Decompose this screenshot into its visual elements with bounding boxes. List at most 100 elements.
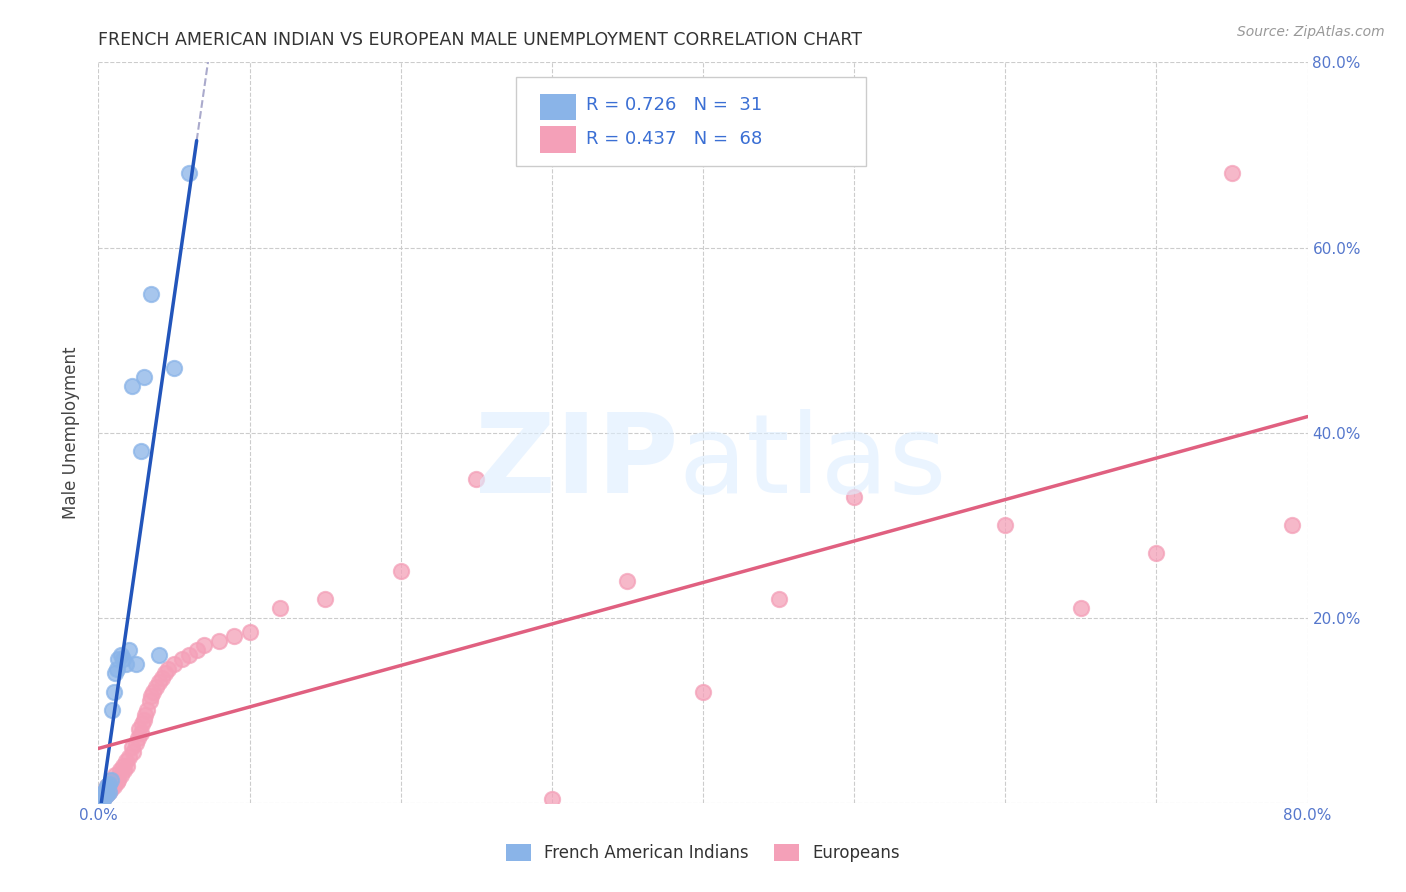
Point (131, 717, 153, 731)
Point (90, 791, 112, 805)
Point (94, 781, 117, 796)
Point (224, 629, 246, 643)
Point (90, 789, 112, 803)
Point (89, 793, 111, 807)
Point (112, 764, 135, 778)
Point (96, 787, 118, 801)
Text: Source: ZipAtlas.com: Source: ZipAtlas.com (1237, 25, 1385, 39)
Point (110, 768, 132, 782)
Point (101, 775, 124, 789)
Point (132, 713, 155, 727)
Point (94, 789, 117, 803)
Point (91, 789, 114, 804)
Point (170, 652, 193, 666)
Point (107, 772, 129, 787)
Point (118, 643, 141, 657)
Point (145, 680, 167, 694)
Point (150, 671, 173, 685)
Point (91, 787, 114, 801)
Point (163, 657, 186, 671)
Point (104, 666, 127, 681)
Text: R = 0.437   N =  68: R = 0.437 N = 68 (586, 129, 762, 148)
Point (148, 675, 170, 690)
Point (125, 736, 148, 750)
Point (100, 772, 122, 787)
Point (129, 444, 152, 458)
Point (107, 652, 129, 666)
Legend: French American Indians, Europeans: French American Indians, Europeans (499, 837, 907, 869)
Text: R = 0.726   N =  31: R = 0.726 N = 31 (586, 95, 762, 113)
Point (141, 286, 163, 301)
Point (108, 764, 131, 778)
Point (269, 601, 291, 615)
Point (127, 731, 149, 745)
Point (239, 624, 262, 639)
Point (208, 633, 231, 648)
Point (768, 592, 790, 607)
Point (105, 775, 128, 789)
Point (125, 657, 148, 671)
Point (163, 360, 186, 375)
Point (153, 666, 176, 681)
Point (540, 792, 562, 806)
Point (96, 787, 118, 801)
Point (98, 777, 121, 791)
Point (692, 685, 714, 699)
Point (132, 370, 155, 384)
Point (314, 592, 336, 607)
Point (1144, 546, 1167, 560)
Point (93, 785, 115, 799)
Point (110, 648, 132, 662)
Point (103, 685, 125, 699)
Point (142, 685, 165, 699)
Point (121, 740, 143, 755)
Point (94, 789, 117, 803)
Point (141, 690, 163, 704)
Point (91, 787, 114, 801)
Point (1220, 166, 1243, 180)
Point (121, 379, 143, 393)
Point (1281, 518, 1303, 533)
Point (104, 768, 127, 782)
Point (139, 694, 162, 708)
Point (98, 785, 121, 799)
Point (128, 722, 150, 736)
Point (101, 703, 124, 717)
Point (193, 639, 215, 653)
Point (179, 166, 201, 180)
Point (105, 662, 128, 676)
Text: ZIP: ZIP (475, 409, 679, 516)
FancyBboxPatch shape (540, 94, 576, 120)
Point (118, 749, 141, 764)
Point (100, 781, 122, 796)
Point (389, 565, 412, 579)
Point (89, 794, 111, 808)
Point (96, 779, 118, 793)
Point (115, 758, 138, 772)
Point (465, 472, 488, 486)
Point (179, 648, 201, 662)
Point (114, 657, 136, 671)
Point (91, 793, 114, 807)
Point (135, 703, 157, 717)
Point (96, 779, 118, 793)
Point (94, 781, 117, 796)
Point (93, 785, 115, 799)
Text: atlas: atlas (679, 409, 948, 516)
Point (148, 648, 170, 662)
Point (91, 792, 114, 806)
Point (98, 785, 121, 799)
Point (90, 791, 112, 805)
Point (93, 790, 115, 805)
Point (994, 518, 1017, 533)
Point (122, 745, 145, 759)
Point (156, 662, 179, 676)
Point (844, 491, 866, 505)
Point (103, 772, 125, 787)
Point (186, 643, 208, 657)
Y-axis label: Male Unemployment: Male Unemployment (62, 346, 80, 519)
Text: FRENCH AMERICAN INDIAN VS EUROPEAN MALE UNEMPLOYMENT CORRELATION CHART: FRENCH AMERICAN INDIAN VS EUROPEAN MALE … (98, 31, 862, 49)
Point (93, 790, 115, 805)
Point (90, 789, 112, 803)
Point (111, 652, 134, 666)
